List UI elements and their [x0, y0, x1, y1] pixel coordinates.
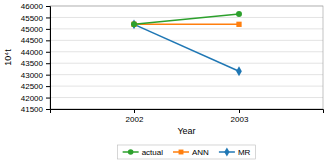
tick: 2003	[231, 109, 249, 124]
legend-marker	[128, 149, 134, 155]
tick: 41500	[21, 105, 50, 114]
grid-line	[50, 63, 323, 64]
series-line	[134, 24, 239, 26]
series-line	[134, 14, 239, 24]
x-axis: 2002 2003	[51, 109, 324, 124]
legend-item: actual	[123, 148, 164, 157]
tick-mark	[46, 98, 50, 99]
axis-line	[51, 110, 324, 114]
tick-mark	[46, 52, 50, 53]
series-line	[134, 24, 239, 71]
tick: 45000	[21, 25, 50, 34]
tick: 46000	[21, 2, 50, 11]
legend: actual ANN MR	[118, 145, 256, 159]
grid-line	[50, 74, 323, 75]
legend-marker	[179, 150, 184, 155]
series-marker	[131, 19, 137, 29]
tick-label: 2002	[126, 115, 144, 124]
tick-label: 42000	[21, 94, 44, 103]
grid-line	[50, 97, 323, 98]
tick: 42500	[21, 82, 50, 91]
tick-mark	[46, 40, 50, 41]
grid-line	[50, 17, 323, 18]
grid	[50, 6, 323, 109]
x-axis-title: Year	[177, 126, 195, 136]
series-marker	[131, 22, 136, 27]
tick-label: 44000	[21, 48, 44, 57]
tick-mark	[46, 63, 50, 64]
legend-label: ANN	[192, 148, 209, 157]
tick: 2002	[126, 109, 144, 124]
grid-line	[50, 28, 323, 29]
tick-label: 45500	[21, 14, 44, 23]
tick-label: 45000	[21, 25, 44, 34]
series-marker	[236, 11, 242, 17]
tick: 45500	[21, 14, 50, 23]
y-axis: 41500 42000 42500 43000 43500 44000 44500 45000…	[21, 2, 51, 114]
plot-area	[131, 11, 242, 76]
grid-line	[50, 51, 323, 52]
legend-label: MR	[238, 148, 251, 157]
plot-frame	[50, 6, 323, 109]
tick-mark	[46, 17, 50, 18]
tick-mark	[46, 86, 50, 87]
series-marker	[236, 66, 242, 76]
tick-label: 2003	[231, 115, 249, 124]
legend-item: MR	[219, 147, 251, 156]
legend-marker	[224, 147, 229, 156]
legend-item: ANN	[173, 148, 209, 157]
tick-mark	[46, 109, 50, 110]
tick-label: 43000	[21, 71, 44, 80]
tick-mark	[46, 29, 50, 30]
axis-line	[46, 7, 51, 110]
tick: 42000	[21, 94, 50, 103]
tick-mark	[239, 109, 240, 113]
series-marker	[131, 21, 137, 27]
tick-mark	[46, 75, 50, 76]
tick: 43000	[21, 71, 50, 80]
tick-mark	[46, 6, 50, 7]
tick-label: 44500	[21, 36, 44, 45]
tick-label: 46000	[21, 2, 44, 11]
tick-label: 43500	[21, 59, 44, 68]
grid-line	[50, 40, 323, 41]
tick: 44500	[21, 36, 50, 45]
y-axis-title: 10⁴t	[3, 49, 13, 66]
tick-label: 42500	[21, 82, 44, 91]
series-marker	[236, 22, 241, 27]
grid-line	[50, 86, 323, 87]
legend-label: actual	[142, 148, 164, 157]
tick-label: 41500	[21, 105, 44, 114]
legend-frame	[118, 145, 256, 159]
tick: 44000	[21, 48, 50, 57]
tick: 43500	[21, 59, 50, 68]
chart: 41500 42000 42500 43000 43500 44000 44500 45000…	[0, 0, 333, 167]
tick-mark	[134, 109, 135, 113]
